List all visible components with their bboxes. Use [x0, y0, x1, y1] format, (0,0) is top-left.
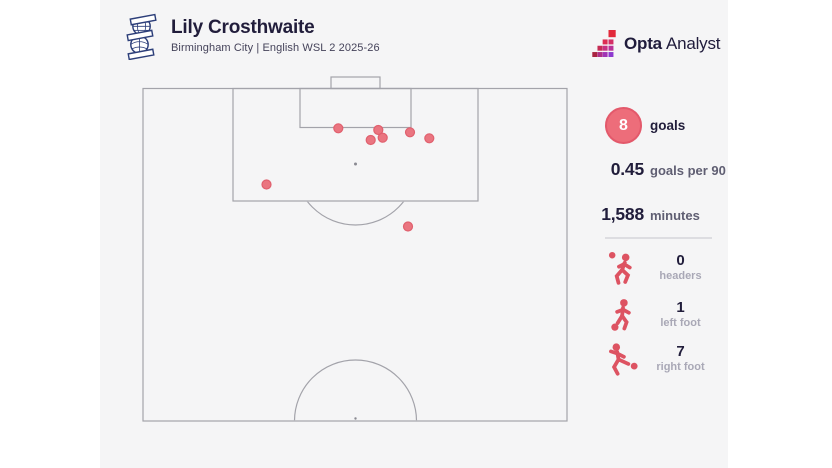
pitch-lines: [142, 76, 568, 422]
left-foot-goal-icon: [611, 299, 631, 331]
goal-location-dots: [261, 123, 435, 232]
left-foot-stat: 1 left foot: [640, 300, 721, 330]
penalty-spot: [354, 162, 357, 166]
page-subtitle: Birmingham City | English WSL 2 2025-26: [171, 41, 380, 54]
opta-analyst-wordmark: Opta Analyst: [624, 33, 721, 53]
goal-dot: [373, 124, 384, 136]
left-foot-value: 1: [676, 299, 685, 317]
goals-count-badge: 8: [605, 107, 642, 144]
headers-label: headers: [659, 269, 702, 282]
centre-spot: [354, 417, 357, 420]
goals-label: goals: [650, 118, 686, 133]
goals-per-90-value: 0.45: [610, 159, 644, 179]
goals-per-90-stat: 0.45 goals per 90: [600, 159, 726, 180]
background-panel: [100, 0, 728, 468]
right-foot-value: 7: [676, 343, 685, 361]
right-foot-stat: 7 right foot: [640, 344, 721, 374]
goals-count: 8: [619, 116, 628, 134]
headers-stat: 0 headers: [640, 253, 721, 283]
goal-dot: [377, 132, 388, 143]
page-title: Lily Crosthwaite: [171, 17, 315, 38]
right-foot-breakdown-row: 7 right foot: [606, 340, 721, 378]
stats-divider: [605, 237, 712, 239]
birmingham-city-crest-icon: [126, 13, 157, 60]
headers-breakdown-row: 0 headers: [606, 249, 721, 287]
opta-mark-icon: [592, 30, 616, 57]
headers-value: 0: [676, 252, 685, 270]
goal-dot: [365, 134, 376, 146]
header-text: Lily Crosthwaite Birmingham City | Engli…: [171, 17, 380, 54]
minutes-label: minutes: [650, 208, 700, 223]
goal-dot: [261, 179, 272, 190]
goal-dot: [404, 127, 416, 138]
pitch-goal-map: [142, 76, 568, 422]
goals-per-90-label: goals per 90: [650, 163, 726, 178]
opta-analyst-logo: Opta Analyst: [592, 30, 720, 57]
goal-dot: [402, 221, 414, 232]
left-foot-breakdown-row: 1 left foot: [606, 296, 721, 334]
minutes-stat: 1,588 minutes: [600, 204, 700, 225]
goal-dot: [333, 123, 344, 134]
right-foot-goal-icon: [609, 343, 638, 376]
goal-dot: [424, 133, 435, 144]
goal-mouth: [330, 76, 381, 90]
minutes-value: 1,588: [601, 204, 644, 224]
left-foot-label: left foot: [660, 316, 701, 329]
right-foot-label: right foot: [656, 360, 705, 373]
header-goal-icon: [608, 251, 632, 285]
